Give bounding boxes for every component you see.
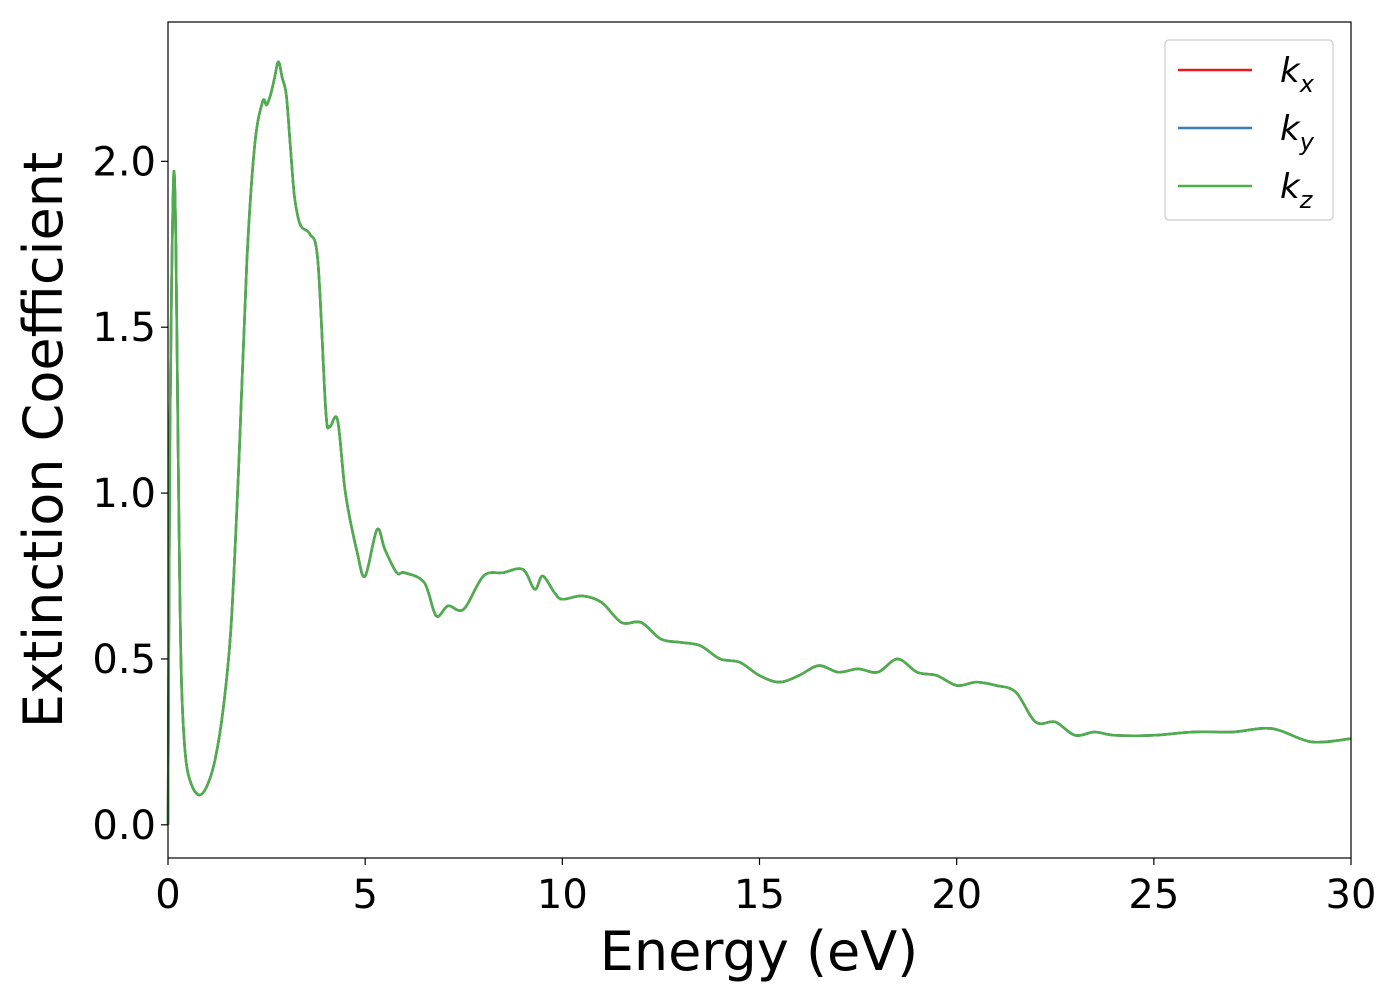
y-tick-label: 0.5 <box>92 637 156 683</box>
y-tick-label: 1.5 <box>92 305 156 351</box>
y-tick-label: 2.0 <box>92 139 156 185</box>
legend-label-z: kz <box>1280 167 1314 214</box>
series-line-z <box>166 60 1352 825</box>
x-tick-label: 10 <box>537 872 588 918</box>
x-tick-label: 20 <box>931 872 982 918</box>
x-axis-title: Energy (eV) <box>600 920 919 983</box>
legend-box <box>1164 39 1334 221</box>
y-tick-label: 1.0 <box>92 471 156 517</box>
legend-label-y: ky <box>1280 109 1315 156</box>
legend: kx ky kz <box>1164 39 1334 221</box>
x-tick-label: 5 <box>352 872 377 918</box>
x-axis: 0 5 10 15 20 25 30 <box>155 858 1376 918</box>
y-axis: 0.0 0.5 1.0 1.5 2.0 <box>92 139 168 849</box>
y-tick-label: 0.0 <box>92 803 156 849</box>
x-tick-label: 15 <box>734 872 785 918</box>
y-axis-title: Extinction Coefficient <box>12 152 75 728</box>
x-tick-label: 30 <box>1326 872 1377 918</box>
x-tick-label: 0 <box>155 872 180 918</box>
legend-label-x: kx <box>1280 51 1315 98</box>
x-tick-label: 25 <box>1128 872 1179 918</box>
series-layer <box>166 60 1352 825</box>
